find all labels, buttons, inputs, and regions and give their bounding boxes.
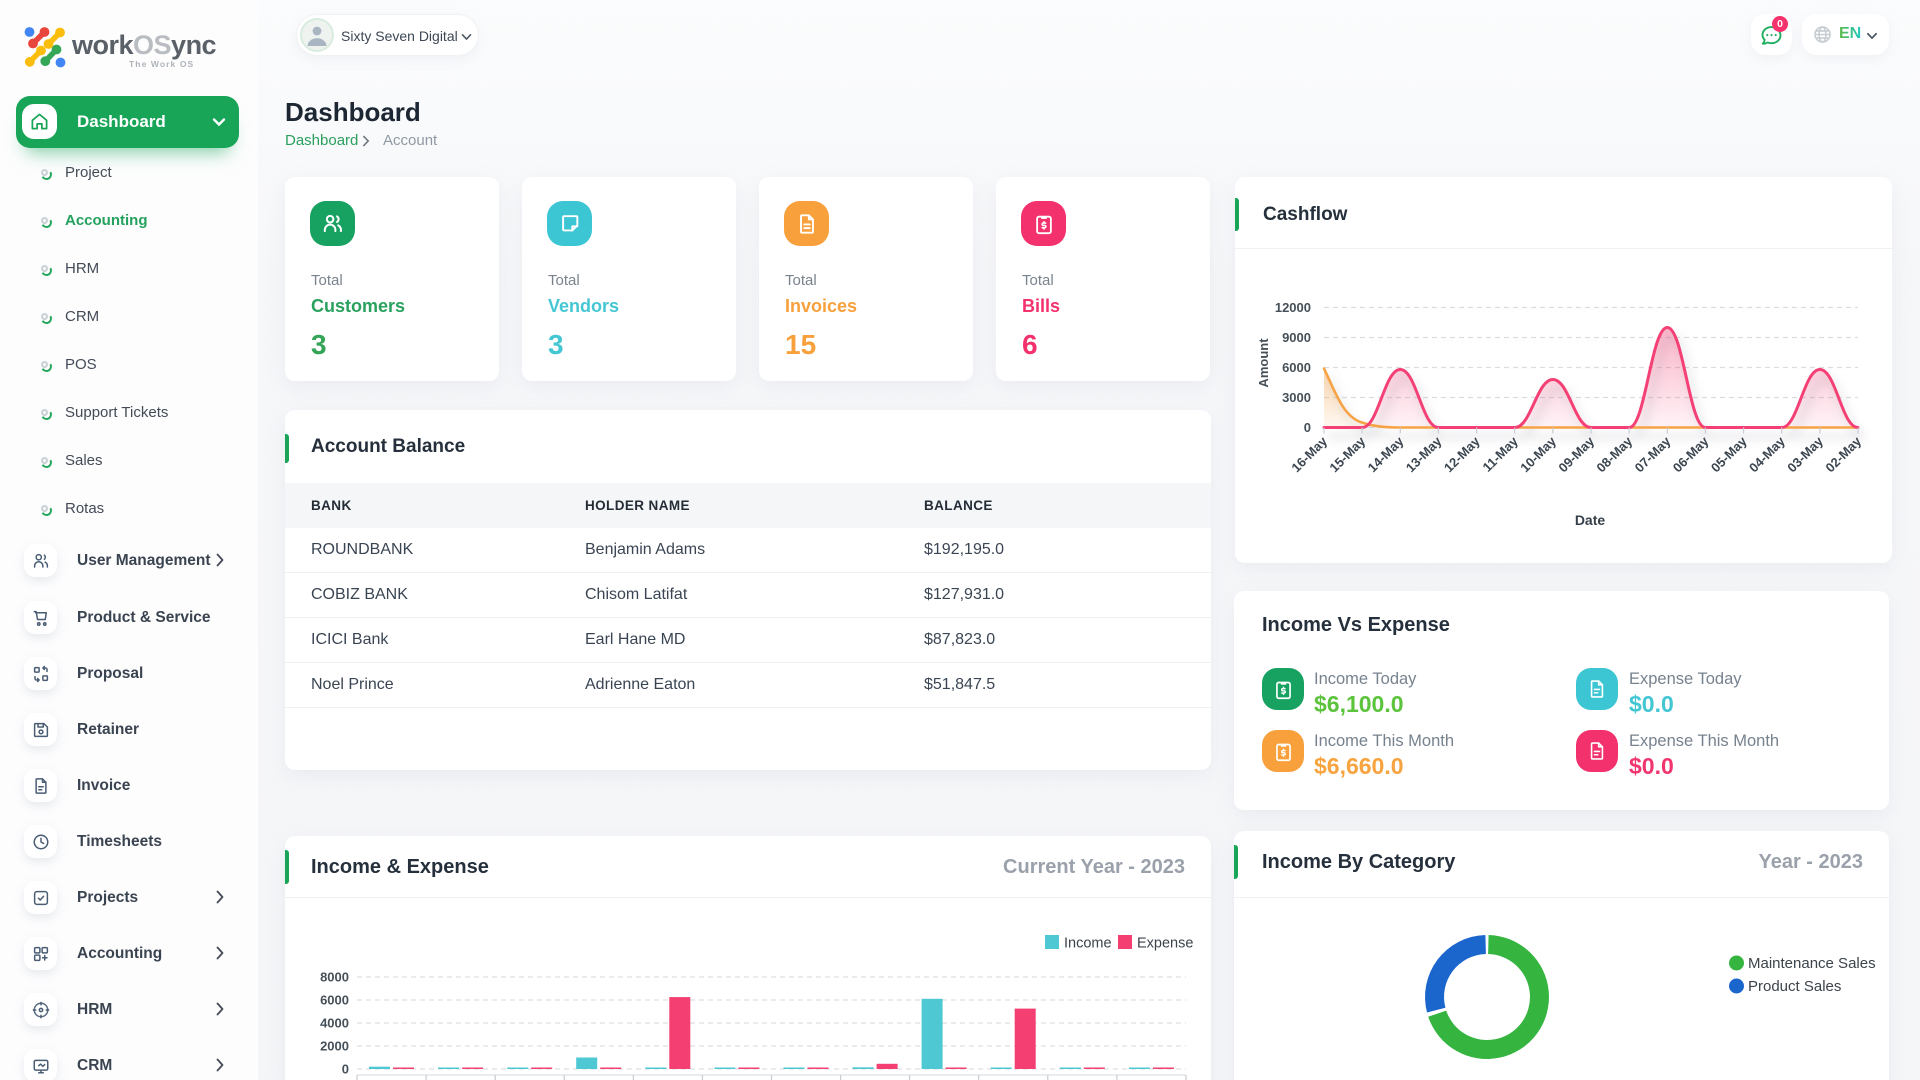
svg-text:10-May: 10-May [1517, 433, 1559, 475]
svg-text:08-May: 08-May [1593, 433, 1635, 475]
svg-text:Expense: Expense [1137, 936, 1193, 952]
svg-text:14-May: 14-May [1365, 433, 1407, 475]
svg-text:07-May: 07-May [1632, 433, 1674, 475]
svg-text:3000: 3000 [1282, 390, 1311, 405]
svg-text:03-May: 03-May [1784, 433, 1826, 475]
svg-text:0: 0 [1304, 420, 1311, 435]
svg-text:15-May: 15-May [1326, 433, 1368, 475]
svg-text:02-May: 02-May [1822, 433, 1864, 475]
svg-text:6000: 6000 [320, 993, 349, 1008]
svg-text:Amount: Amount [1256, 338, 1271, 388]
svg-text:12-May: 12-May [1441, 433, 1483, 475]
svg-text:12000: 12000 [1275, 300, 1311, 315]
svg-text:09-May: 09-May [1555, 433, 1597, 475]
svg-text:06-May: 06-May [1670, 433, 1712, 475]
svg-text:13-May: 13-May [1403, 433, 1445, 475]
svg-text:05-May: 05-May [1708, 433, 1750, 475]
svg-text:Maintenance Sales: Maintenance Sales [1748, 955, 1876, 972]
svg-text:Income: Income [1064, 936, 1112, 952]
svg-text:0: 0 [342, 1062, 349, 1077]
svg-text:11-May: 11-May [1480, 433, 1522, 475]
svg-text:Product Sales: Product Sales [1748, 978, 1841, 995]
svg-text:2000: 2000 [320, 1039, 349, 1054]
svg-text:9000: 9000 [1282, 330, 1311, 345]
svg-text:Date: Date [1575, 512, 1606, 528]
svg-text:8000: 8000 [320, 970, 349, 985]
svg-text:6000: 6000 [1282, 360, 1311, 375]
svg-text:16-May: 16-May [1288, 433, 1330, 475]
svg-text:04-May: 04-May [1746, 433, 1788, 475]
svg-text:4000: 4000 [320, 1016, 349, 1031]
